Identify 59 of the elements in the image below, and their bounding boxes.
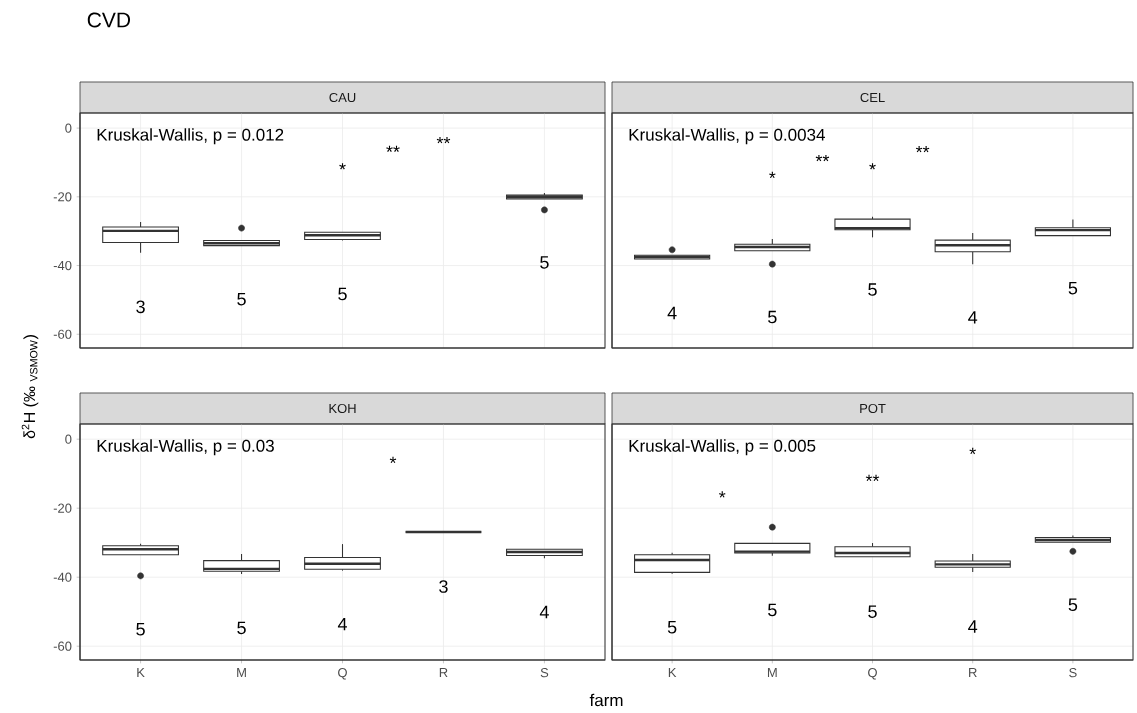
annotation: 5 — [667, 620, 677, 634]
annotation: ** — [436, 137, 451, 144]
annotation: * — [389, 456, 397, 464]
annotation: Kruskal-Wallis, p = 0.0034 — [629, 128, 825, 145]
annotation: * — [969, 447, 976, 455]
annotation: 5 — [237, 292, 246, 306]
x-tick-label: K — [137, 668, 145, 677]
x-tick-label: K — [668, 668, 677, 677]
annotation: 4 — [968, 620, 978, 633]
x-tick-label: R — [969, 668, 977, 677]
annotation: Kruskal-Wallis, p = 0.005 — [629, 439, 816, 456]
annotation: ** — [865, 474, 880, 482]
x-tick-label: M — [767, 668, 777, 677]
y-tick-label: 0 — [65, 434, 72, 444]
chart-subtitle: KOH — [329, 403, 356, 414]
annotation: 5 — [768, 310, 777, 324]
annotation: 5 — [338, 287, 347, 301]
y-tick-label: 0 — [65, 123, 72, 133]
x-tick-label: S — [540, 668, 549, 678]
x-tick-label: S — [1069, 668, 1077, 678]
annotation: 5 — [868, 283, 877, 296]
annotation: Kruskal-Wallis, p = 0.012 — [97, 128, 284, 145]
x-tick-label: Q — [868, 668, 877, 680]
annotation: * — [339, 163, 346, 170]
y-tick-label: -40 — [53, 572, 72, 582]
y-tick-label: -20 — [53, 503, 72, 513]
annotation: 3 — [439, 580, 448, 593]
annotation: 5 — [1068, 598, 1078, 612]
annotation: 4 — [667, 306, 677, 320]
annotation: * — [869, 163, 876, 170]
annotation: ** — [915, 145, 930, 153]
chart-subtitle: CEL — [860, 92, 885, 103]
chart-title: CVD — [87, 12, 131, 28]
y-tick-label: -60 — [53, 641, 72, 651]
annotation: * — [769, 171, 776, 179]
x-tick-label: M — [237, 668, 246, 677]
annotation: Kruskal-Wallis, p = 0.03 — [97, 439, 274, 456]
annotation: ** — [386, 145, 400, 152]
annotation: ** — [815, 154, 830, 162]
annotation: 5 — [540, 256, 549, 269]
y-tick-label: -20 — [53, 192, 72, 202]
annotation: 5 — [768, 603, 777, 617]
annotation: 5 — [136, 623, 145, 636]
chart-subtitle: POT — [860, 403, 886, 414]
annotation: 5 — [1068, 281, 1078, 295]
y-tick-label: -60 — [53, 329, 72, 339]
annotation: 4 — [337, 617, 347, 631]
x-tick-label: Q — [338, 668, 347, 680]
y-tick-label: -40 — [53, 260, 72, 271]
annotation: 5 — [237, 621, 246, 635]
y-axis-title: δ$^{2}$H (‰ $_{VSMOW}$) — [21, 335, 39, 439]
annotation: 4 — [968, 311, 978, 324]
x-axis-title: farm — [589, 693, 623, 707]
chart-subtitle: CAU — [329, 92, 356, 103]
x-tick-label: R — [439, 668, 448, 677]
annotation: * — [719, 491, 726, 498]
annotation: 5 — [868, 605, 877, 618]
annotation: 4 — [539, 605, 549, 619]
annotation: 3 — [136, 300, 145, 314]
